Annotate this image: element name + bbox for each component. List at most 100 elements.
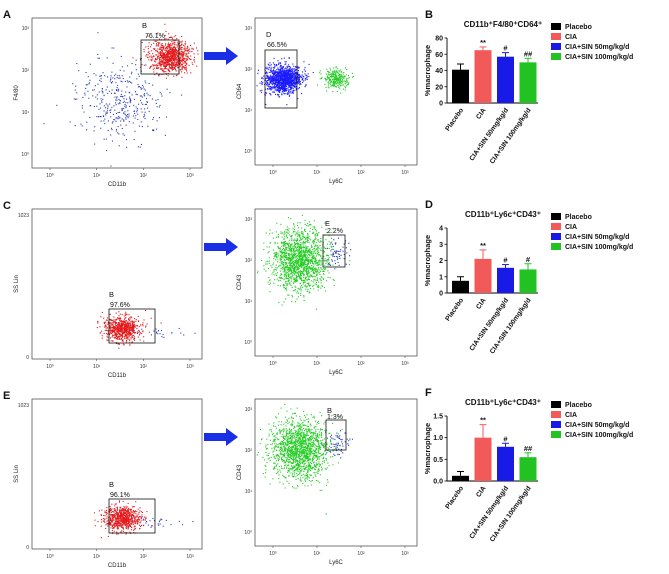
dot-other: [306, 256, 308, 258]
dot-other: [328, 79, 330, 81]
dot-other: [303, 274, 305, 276]
dot-other: [89, 82, 91, 84]
dot-other: [295, 271, 297, 273]
dot-other: [329, 77, 331, 79]
dot-population: [151, 60, 153, 62]
dot-population: [131, 322, 133, 324]
dot-other: [111, 122, 113, 124]
dot-other: [311, 232, 313, 234]
dot-other: [284, 249, 286, 251]
dot-other: [290, 259, 292, 261]
dot-other: [302, 259, 304, 261]
dot-other: [289, 254, 291, 256]
dot-gated: [278, 91, 280, 93]
dot-other: [291, 265, 293, 267]
dot-other: [113, 92, 115, 94]
dot-other: [311, 258, 313, 260]
dot-population: [155, 61, 157, 63]
dot-other: [313, 243, 315, 245]
dot-other: [290, 248, 292, 250]
dot-population: [156, 72, 158, 74]
dot-other: [288, 253, 290, 255]
dot-other: [180, 332, 182, 334]
dot-other: [306, 258, 308, 260]
dot-other: [117, 132, 119, 134]
dot-population: [126, 332, 128, 334]
dot-gated: [298, 77, 300, 79]
dot-population: [127, 321, 129, 323]
dot-population: [110, 323, 112, 325]
dot-population: [119, 317, 121, 319]
dot-population: [113, 329, 115, 331]
dot-other: [119, 111, 121, 113]
dot-population: [136, 325, 138, 327]
dot-other: [308, 255, 310, 257]
dot-gated: [295, 69, 297, 71]
dot-other: [268, 262, 270, 264]
dot-gated: [283, 93, 285, 95]
dot-population: [145, 326, 147, 328]
dot-other: [288, 249, 290, 251]
dot-other: [286, 263, 288, 265]
dot-other: [325, 78, 327, 80]
dot-other: [123, 107, 125, 109]
dot-other: [285, 269, 287, 271]
dot-gated: [305, 78, 307, 80]
y-tick-label: 10³: [245, 26, 253, 32]
dot-other: [288, 279, 290, 281]
dot-other: [337, 77, 339, 79]
dot-population: [133, 338, 135, 340]
dot-population: [117, 343, 119, 345]
dot-population: [174, 56, 176, 58]
dot-population: [114, 332, 116, 334]
dot-other: [316, 254, 318, 256]
dot-other: [292, 256, 294, 258]
dot-population: [161, 50, 163, 52]
dot-other: [323, 255, 325, 257]
dot-gated: [267, 75, 269, 77]
dot-other: [292, 232, 294, 234]
dot-other: [288, 269, 290, 271]
dot-population: [133, 332, 135, 334]
dot-gated: [285, 89, 287, 91]
dot-gated: [280, 88, 282, 90]
dot-gated: [289, 79, 291, 81]
dot-other: [101, 100, 103, 102]
dot-other: [126, 80, 128, 82]
dot-other: [310, 284, 312, 286]
dot-other: [283, 259, 285, 261]
dot-other: [272, 237, 274, 239]
dot-other: [303, 261, 305, 263]
dot-other: [133, 104, 135, 106]
dot-other: [298, 232, 300, 234]
dot-other: [126, 146, 128, 148]
dot-other: [268, 246, 270, 248]
dot-other: [110, 75, 112, 77]
dot-other: [332, 74, 334, 76]
dot-gated: [270, 69, 272, 71]
dot-population: [167, 43, 169, 45]
dot-population: [128, 325, 130, 327]
dot-other: [153, 330, 155, 332]
dot-other: [289, 273, 291, 275]
dot-gated: [267, 85, 269, 87]
dot-gated: [297, 82, 299, 84]
dot-gated: [273, 78, 275, 80]
dot-population: [120, 339, 122, 341]
dot-other: [294, 280, 296, 282]
dot-other: [340, 82, 342, 84]
dot-other: [344, 76, 346, 78]
dot-population: [132, 335, 134, 337]
dot-other: [287, 278, 289, 280]
dot-other: [279, 258, 281, 260]
dot-gated: [272, 67, 274, 69]
dot-gated: [268, 67, 270, 69]
dot-gated: [280, 82, 282, 84]
dot-other: [114, 92, 116, 94]
dot-other: [294, 266, 296, 268]
dot-other: [339, 79, 341, 81]
dot-other: [309, 261, 311, 263]
dot-population: [124, 333, 126, 335]
dot-population: [101, 311, 103, 313]
dot-population: [106, 333, 108, 335]
